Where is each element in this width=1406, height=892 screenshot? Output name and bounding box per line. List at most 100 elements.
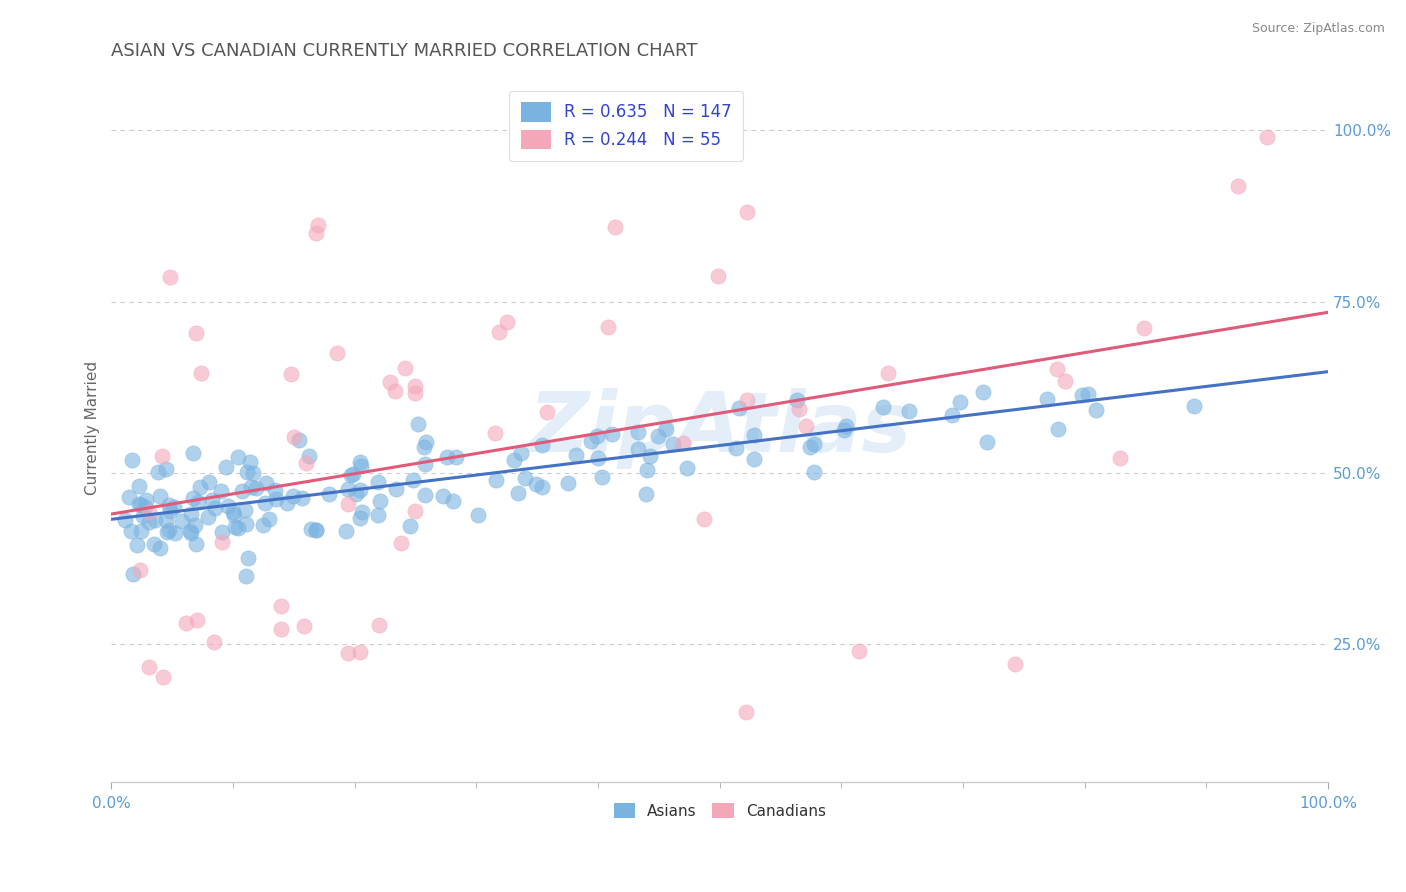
Point bbox=[188, 480, 211, 494]
Point bbox=[367, 475, 389, 489]
Point bbox=[1226, 179, 1249, 194]
Point bbox=[404, 386, 426, 401]
Point bbox=[389, 536, 412, 550]
Point bbox=[180, 508, 202, 522]
Point bbox=[129, 563, 152, 577]
Point bbox=[143, 537, 166, 551]
Point bbox=[252, 517, 274, 532]
Point bbox=[120, 524, 142, 538]
Point bbox=[636, 463, 658, 477]
Point bbox=[152, 670, 174, 684]
Point bbox=[129, 498, 152, 512]
Point bbox=[148, 465, 170, 479]
Point bbox=[1053, 374, 1076, 388]
Point bbox=[292, 619, 315, 633]
Point bbox=[693, 511, 716, 525]
Point bbox=[138, 660, 160, 674]
Point bbox=[415, 488, 437, 502]
Text: ZipAtlas: ZipAtlas bbox=[529, 388, 911, 469]
Point bbox=[135, 493, 157, 508]
Point bbox=[222, 505, 245, 519]
Point bbox=[118, 490, 141, 504]
Point bbox=[165, 526, 187, 541]
Point bbox=[415, 435, 437, 450]
Point bbox=[848, 644, 870, 658]
Point bbox=[159, 503, 181, 517]
Point bbox=[707, 268, 730, 283]
Point bbox=[211, 524, 233, 539]
Point bbox=[128, 479, 150, 493]
Point bbox=[138, 515, 160, 529]
Point bbox=[564, 448, 586, 462]
Point bbox=[1084, 403, 1107, 417]
Point bbox=[515, 471, 537, 485]
Point bbox=[318, 486, 340, 500]
Point bbox=[834, 419, 856, 434]
Point bbox=[298, 449, 321, 463]
Point bbox=[301, 522, 323, 536]
Point bbox=[728, 401, 751, 416]
Point bbox=[155, 513, 177, 527]
Point bbox=[484, 473, 506, 487]
Point bbox=[636, 487, 658, 501]
Point bbox=[350, 505, 373, 519]
Point bbox=[1071, 388, 1094, 402]
Point bbox=[671, 435, 693, 450]
Point bbox=[526, 476, 548, 491]
Point bbox=[378, 375, 401, 389]
Point bbox=[201, 493, 224, 508]
Point bbox=[627, 425, 650, 440]
Point bbox=[640, 449, 662, 463]
Point bbox=[197, 510, 219, 524]
Point bbox=[242, 467, 264, 481]
Point bbox=[283, 430, 305, 444]
Point bbox=[156, 524, 179, 539]
Point bbox=[647, 429, 669, 443]
Point bbox=[127, 538, 149, 552]
Point bbox=[496, 315, 519, 329]
Point bbox=[735, 393, 758, 408]
Point bbox=[236, 465, 259, 479]
Point bbox=[114, 513, 136, 527]
Point bbox=[948, 394, 970, 409]
Point bbox=[295, 456, 318, 470]
Point bbox=[897, 404, 920, 418]
Point bbox=[976, 435, 998, 450]
Point bbox=[436, 450, 458, 464]
Point bbox=[413, 441, 436, 455]
Point bbox=[342, 467, 364, 481]
Point bbox=[186, 537, 208, 551]
Point bbox=[508, 486, 530, 500]
Point bbox=[591, 469, 613, 483]
Point bbox=[1035, 392, 1057, 406]
Point bbox=[190, 366, 212, 380]
Point bbox=[531, 480, 554, 494]
Point bbox=[184, 326, 207, 340]
Point bbox=[157, 498, 180, 512]
Point bbox=[131, 508, 153, 523]
Point bbox=[239, 455, 262, 469]
Point bbox=[586, 450, 609, 465]
Point bbox=[204, 500, 226, 515]
Point bbox=[786, 393, 808, 408]
Point bbox=[787, 401, 810, 416]
Point bbox=[235, 503, 257, 517]
Point bbox=[307, 218, 329, 232]
Point bbox=[339, 468, 361, 483]
Point bbox=[170, 514, 193, 528]
Point bbox=[350, 459, 373, 474]
Point bbox=[254, 475, 277, 490]
Point bbox=[598, 319, 620, 334]
Text: ASIAN VS CANADIAN CURRENTLY MARRIED CORRELATION CHART: ASIAN VS CANADIAN CURRENTLY MARRIED CORR… bbox=[111, 42, 697, 60]
Point bbox=[367, 508, 389, 522]
Point bbox=[179, 524, 201, 538]
Point bbox=[276, 496, 298, 510]
Point bbox=[876, 366, 898, 380]
Point bbox=[270, 599, 292, 613]
Point bbox=[217, 499, 239, 513]
Point bbox=[326, 345, 349, 359]
Point bbox=[264, 483, 287, 497]
Point bbox=[1109, 450, 1132, 465]
Point bbox=[335, 524, 357, 538]
Point bbox=[149, 541, 172, 556]
